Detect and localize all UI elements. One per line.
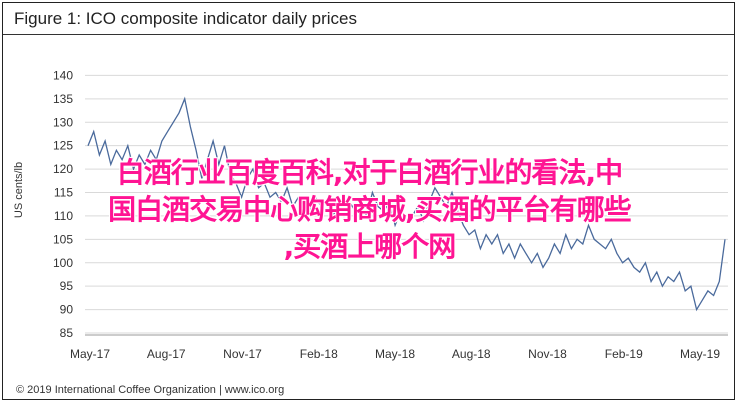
overlay-line-1: 白酒行业百度百科,对于白酒行业的看法,中 <box>116 156 623 189</box>
chart-title: Figure 1: ICO composite indicator daily … <box>14 9 357 28</box>
copyright-footer: © 2019 International Coffee Organization… <box>16 384 285 396</box>
overlay-watermark-text: 白酒行业百度百科,对于白酒行业的看法,中 国白酒交易中心购销商城,买酒的平台有哪… <box>0 154 739 265</box>
overlay-line-3: ,买酒上哪个网 <box>283 230 457 263</box>
x-tick-label: Feb-19 <box>605 347 643 361</box>
y-axis: 85 90 95 100 105 110 115 120 125 130 135 140 <box>53 68 73 340</box>
x-tick-label: May-17 <box>70 347 110 361</box>
y-tick-label: 100 <box>53 256 73 270</box>
y-tick-label: 115 <box>54 186 73 200</box>
x-tick-label: Aug-17 <box>147 347 186 361</box>
x-tick-label: Feb-18 <box>300 347 338 361</box>
y-tick-label: 110 <box>54 209 73 223</box>
y-axis-label: US cents/lb <box>13 162 25 218</box>
y-tick-label: 140 <box>53 68 73 82</box>
x-tick-label: May-19 <box>680 347 720 361</box>
overlay-line-2: 国白酒交易中心购销商城,买酒的平台有哪些 <box>108 193 632 226</box>
y-tick-label: 85 <box>60 326 74 340</box>
x-axis: May-17 Aug-17 Nov-17 Feb-18 May-18 Aug-18 Nov-… <box>70 347 720 361</box>
x-tick-label: Nov-18 <box>528 347 567 361</box>
y-tick-label: 90 <box>60 303 74 317</box>
x-tick-label: Nov-17 <box>223 347 262 361</box>
x-tick-label: Aug-18 <box>452 347 491 361</box>
y-tick-label: 135 <box>53 92 73 106</box>
series-line <box>87 96 726 312</box>
gridlines <box>85 74 728 336</box>
y-tick-label: 95 <box>60 279 74 293</box>
y-tick-label: 105 <box>53 232 73 246</box>
y-tick-label: 125 <box>53 139 73 153</box>
title-bar: Figure 1: ICO composite indicator daily … <box>3 3 734 35</box>
y-tick-label: 120 <box>53 162 73 176</box>
chart-frame: Figure 1: ICO composite indicator daily … <box>2 2 735 400</box>
x-tick-label: May-18 <box>375 347 415 361</box>
y-tick-label: 130 <box>53 115 73 129</box>
